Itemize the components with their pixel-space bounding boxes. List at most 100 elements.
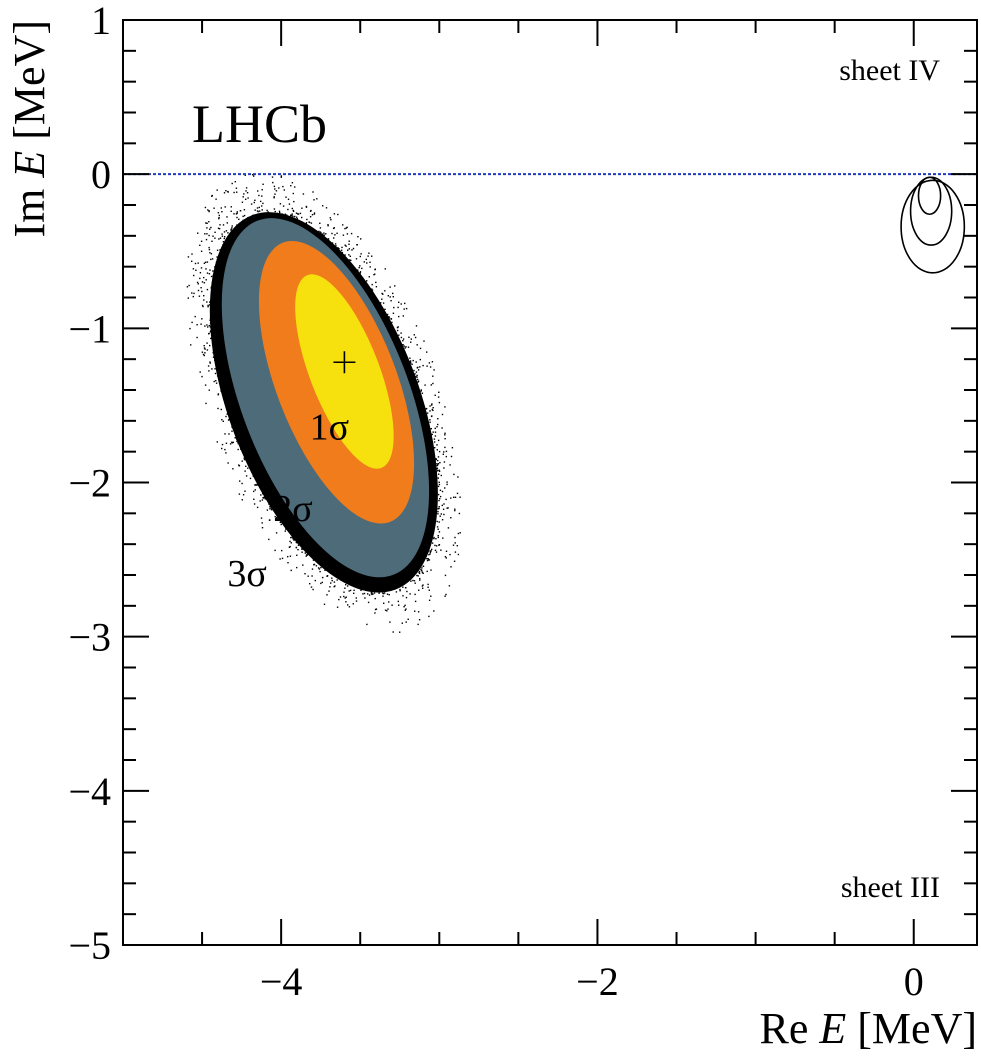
scatter-point — [245, 187, 248, 189]
scatter-point — [262, 497, 264, 499]
scatter-point — [341, 246, 343, 249]
scatter-point — [447, 527, 450, 529]
scatter-point — [236, 216, 238, 219]
scatter-point — [263, 496, 265, 498]
scatter-point — [350, 232, 353, 235]
scatter-point — [200, 250, 203, 252]
scatter-point — [275, 532, 278, 534]
scatter-point — [218, 214, 220, 217]
scatter-point — [410, 338, 412, 340]
scatter-point — [271, 176, 274, 178]
scatter-point — [208, 246, 210, 249]
scatter-point — [333, 586, 335, 588]
scatter-point — [348, 243, 350, 245]
scatter-point — [203, 347, 206, 349]
scatter-point — [194, 315, 196, 318]
scatter-point — [261, 499, 264, 501]
scatter-point — [211, 194, 213, 197]
scatter-point — [238, 218, 240, 220]
scatter-point — [237, 441, 239, 443]
scatter-point — [403, 606, 405, 608]
scatter-point — [374, 273, 376, 275]
scatter-point — [430, 428, 432, 430]
scatter-point — [211, 284, 213, 286]
scatter-point — [220, 207, 222, 209]
scatter-point — [222, 241, 225, 243]
scatter-point — [444, 556, 447, 558]
scatter-point — [313, 564, 315, 566]
scatter-point — [438, 469, 440, 471]
scatter-point — [254, 199, 256, 201]
scatter-point — [359, 271, 362, 273]
scatter-point — [200, 287, 202, 289]
scatter-point — [436, 467, 439, 469]
scatter-point — [392, 296, 394, 298]
scatter-point — [416, 367, 418, 369]
scatter-point — [290, 185, 292, 187]
scatter-point — [223, 231, 226, 233]
scatter-point — [454, 496, 457, 498]
secondary-contour-2 — [909, 176, 953, 246]
scatter-point — [196, 281, 199, 284]
scatter-point — [273, 185, 276, 188]
scatter-point — [217, 227, 220, 229]
scatter-point — [360, 238, 362, 240]
scatter-point — [231, 427, 234, 429]
scatter-point — [290, 536, 292, 539]
scatter-point — [428, 362, 431, 364]
scatter-point — [227, 190, 229, 193]
scatter-point — [404, 347, 406, 349]
scatter-point — [203, 276, 205, 279]
scatter-point — [450, 455, 453, 458]
scatter-point — [440, 474, 442, 477]
scatter-point — [404, 604, 406, 606]
scatter-point — [453, 496, 455, 498]
scatter-point — [427, 558, 429, 560]
scatter-point — [217, 212, 220, 214]
scatter-point — [334, 243, 337, 245]
scatter-point — [418, 572, 421, 575]
axis-ticks — [122, 19, 977, 946]
scatter-point — [227, 419, 230, 421]
scatter-point — [382, 293, 384, 295]
scatter-point — [218, 217, 220, 220]
scatter-point — [337, 213, 339, 216]
scatter-point — [422, 584, 424, 586]
scatter-point — [283, 189, 285, 191]
scatter-point — [209, 301, 211, 303]
scatter-point — [348, 259, 350, 261]
scatter-point — [440, 513, 442, 515]
scatter-point — [224, 206, 226, 208]
scatter-point — [241, 201, 244, 203]
scatter-point — [429, 366, 432, 368]
scatter-point — [427, 586, 429, 588]
scatter-point — [399, 631, 401, 633]
scatter-point — [230, 228, 232, 230]
scatter-point — [238, 464, 240, 466]
scatter-point — [226, 216, 228, 218]
scatter-point — [217, 407, 219, 410]
scatter-point — [344, 254, 346, 256]
scatter-point — [443, 451, 445, 453]
scatter-point — [289, 555, 292, 557]
scatter-point — [230, 210, 232, 212]
scatter-point — [201, 281, 204, 283]
scatter-point — [194, 262, 197, 265]
scatter-point — [383, 602, 385, 604]
scatter-point — [205, 238, 208, 241]
scatter-point — [282, 205, 285, 207]
scatter-point — [191, 260, 193, 262]
scatter-point — [329, 217, 331, 219]
scatter-point — [292, 210, 295, 212]
scatter-point — [254, 209, 256, 211]
scatter-point — [389, 296, 391, 298]
scatter-point — [451, 447, 454, 449]
y-tick-label: −3 — [68, 615, 111, 660]
scatter-point — [430, 415, 433, 418]
scatter-point — [402, 586, 404, 588]
scatter-point — [225, 415, 227, 418]
scatter-point — [392, 631, 394, 633]
scatter-point — [208, 389, 210, 391]
scatter-point — [280, 523, 282, 526]
